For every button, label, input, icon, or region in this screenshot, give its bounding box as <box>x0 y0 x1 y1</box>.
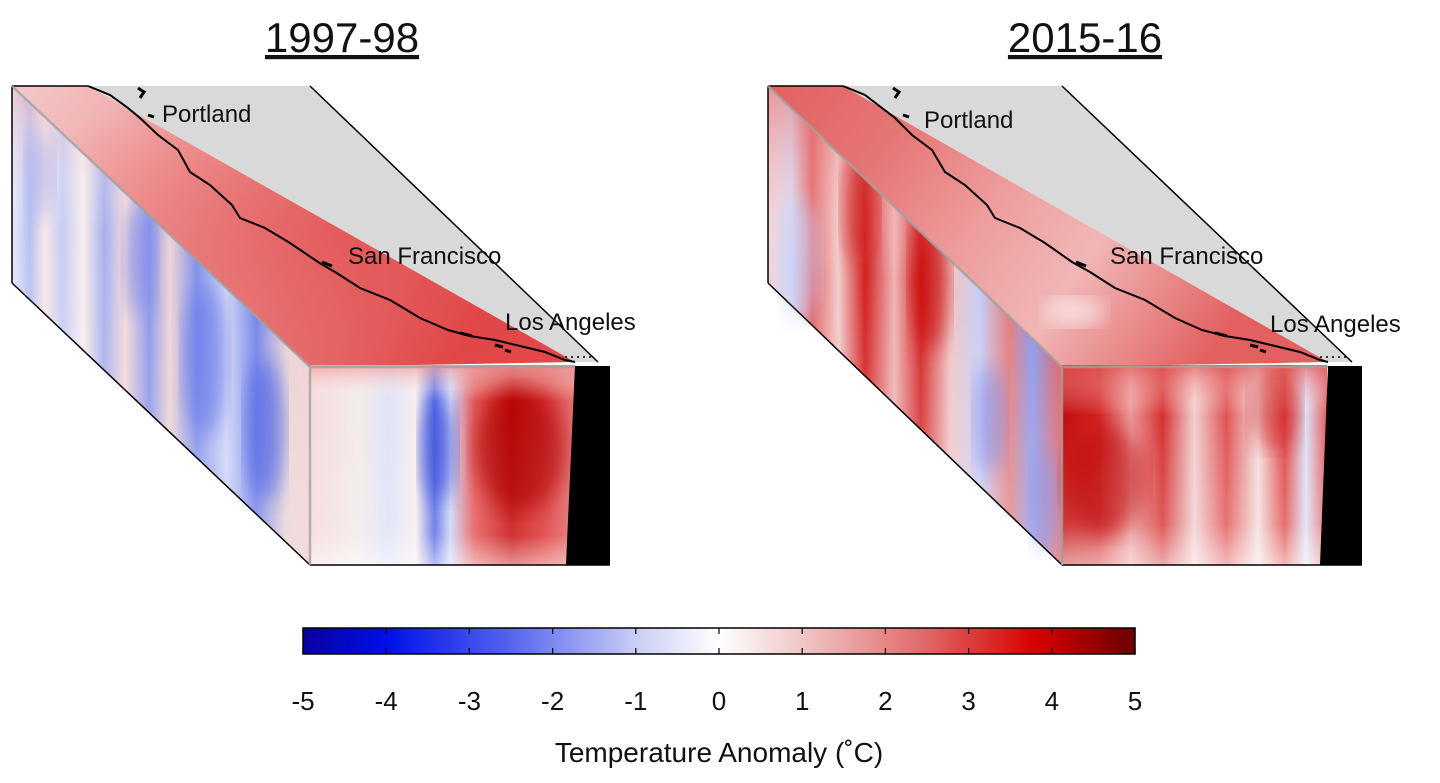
front-face <box>1062 365 1327 565</box>
box-inner-edges <box>767 85 1328 565</box>
colorbar-tick-label: 0 <box>712 686 726 716</box>
panel-title: 1997-98 <box>265 14 419 61</box>
offshore-side-face <box>12 86 310 565</box>
colorbar-tick-label: 1 <box>795 686 809 716</box>
box-inner-edges <box>11 85 575 565</box>
colorbar-ticks <box>302 628 1136 654</box>
colorbar-tick-label: 2 <box>878 686 892 716</box>
box-outline <box>767 85 1362 566</box>
colorbar-tick-label: -1 <box>624 686 647 716</box>
land-area <box>843 86 1352 362</box>
sea-surface <box>768 86 1328 367</box>
colorbar-tick-label: -2 <box>541 686 564 716</box>
panel-title: 2015-16 <box>1008 14 1162 61</box>
colorbar-tick-labels: -5 -4 -3 -2 -1 0 1 2 3 4 5 <box>291 686 1142 716</box>
city-label-san-francisco: San Francisco <box>1110 243 1263 270</box>
continental-shelf-block <box>1320 366 1362 565</box>
box-outline <box>11 85 610 566</box>
city-label-portland: Portland <box>924 107 1013 134</box>
city-label-portland: Portland <box>162 101 251 128</box>
colorbar-tick-label: -4 <box>375 686 398 716</box>
colorbar-tick-label: 3 <box>961 686 975 716</box>
offshore-side-face <box>768 86 1062 565</box>
sea-surface <box>12 86 575 367</box>
colorbar-tick-label: -5 <box>291 686 314 716</box>
panel-2015-16: 2015-16 <box>767 14 1401 566</box>
panel-1997-98: 1997-98 <box>11 14 636 566</box>
land-area <box>88 86 598 362</box>
colorbar: -5 -4 -3 -2 -1 0 1 2 3 4 5 Temperature Anomaly (˚C… <box>291 627 1142 768</box>
city-label-los-angeles: Los Angeles <box>1270 311 1401 338</box>
colorbar-title: Temperature Anomaly (˚C) <box>555 737 883 768</box>
colorbar-tick-label: 5 <box>1128 686 1142 716</box>
colorbar-tick-label: 4 <box>1045 686 1059 716</box>
continental-shelf-block <box>566 366 610 565</box>
coastline <box>87 85 576 363</box>
coastline <box>842 85 1329 363</box>
island-marks <box>137 86 512 354</box>
city-label-san-francisco: San Francisco <box>348 243 501 270</box>
city-label-los-angeles: Los Angeles <box>505 309 636 336</box>
colorbar-tick-label: -3 <box>458 686 481 716</box>
island-marks <box>892 86 1267 354</box>
front-face <box>310 365 575 565</box>
